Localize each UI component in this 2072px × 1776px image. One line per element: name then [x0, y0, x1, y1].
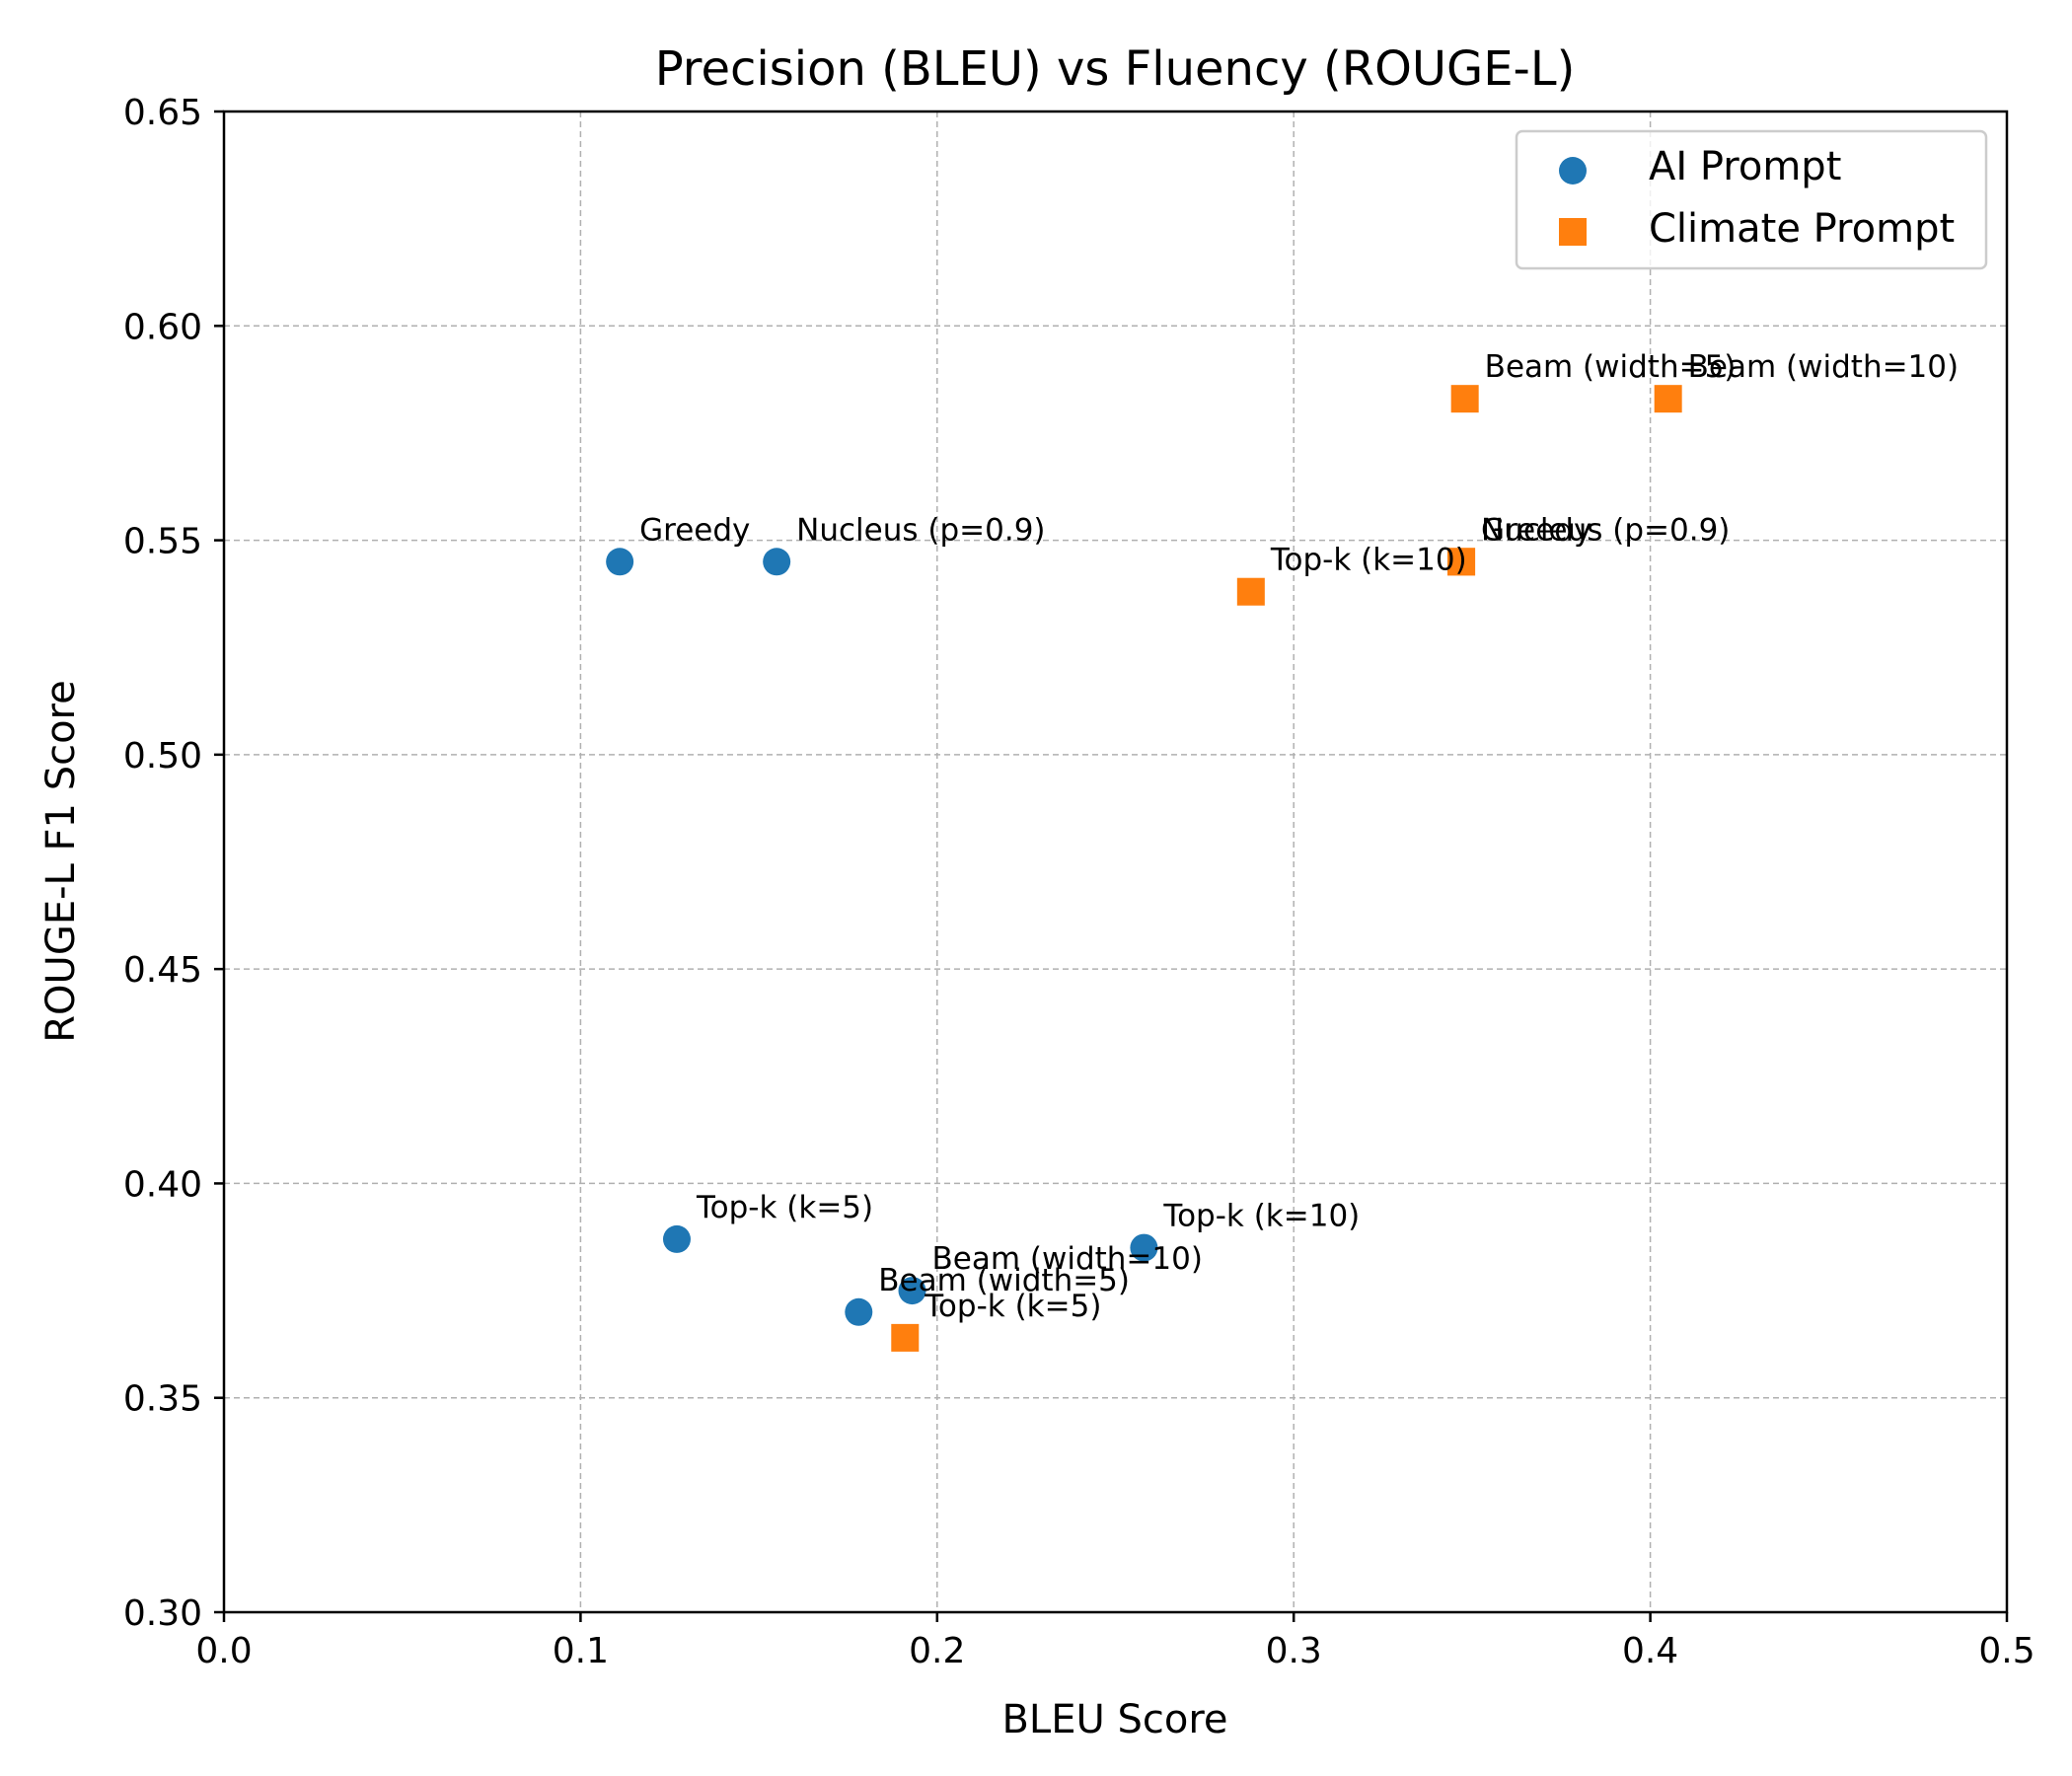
data-point-label: Top-k (k=5) [924, 1289, 1101, 1324]
x-tick-label: 0.3 [1266, 1631, 1322, 1671]
data-point [898, 1277, 926, 1305]
data-point [1450, 385, 1479, 413]
y-axis-label: ROUGE-L F1 Score [38, 680, 84, 1042]
x-tick-label: 0.1 [553, 1631, 609, 1671]
legend-marker-climate-prompt [1559, 218, 1587, 246]
plot-area-frame [222, 110, 2009, 1614]
y-tick-label: 0.65 [123, 93, 202, 133]
grid [223, 111, 2008, 1613]
data-points [606, 385, 1682, 1352]
data-point-label: Nucleus (p=0.9) [796, 512, 1045, 548]
data-point [1236, 577, 1265, 606]
chart-title: Precision (BLEU) vs Fluency (ROUGE-L) [655, 41, 1576, 97]
y-tick-label: 0.40 [123, 1164, 202, 1205]
data-point [1130, 1233, 1158, 1262]
legend: AI Prompt Climate Prompt [1515, 129, 1988, 270]
x-axis-label: BLEU Score [1001, 1697, 1227, 1742]
x-tick-label: 0.2 [909, 1631, 965, 1671]
legend-label-climate-prompt: Climate Prompt [1649, 206, 1955, 252]
data-point-label: Beam (width=5) [1485, 349, 1737, 385]
x-tick-label: 0.4 [1622, 1631, 1678, 1671]
y-tick-label: 0.45 [123, 950, 202, 991]
y-tick-label: 0.50 [123, 736, 202, 777]
data-point [845, 1297, 873, 1326]
data-point [891, 1323, 920, 1352]
data-point [1447, 548, 1476, 576]
legend-label-ai-prompt: AI Prompt [1649, 144, 1841, 189]
y-tick-label: 0.30 [123, 1593, 202, 1634]
data-point [1654, 385, 1682, 413]
data-point-label: Nucleus (p=0.9) [1481, 512, 1730, 548]
data-point [763, 548, 791, 576]
data-point-labels: Greedy Nucleus (p=0.9)Top-k (k=5) Top-k (k… [639, 349, 1959, 1324]
data-point-label: Beam (width=10) [932, 1241, 1203, 1277]
legend-frame [1515, 129, 1988, 270]
data-point-label: Top-k (k=10) [1270, 543, 1467, 578]
data-point [662, 1224, 691, 1253]
data-point [606, 548, 634, 576]
x-tick-label: 0.0 [195, 1631, 252, 1671]
data-point-label: Top-k (k=10) [1162, 1199, 1360, 1234]
axis-ticks: 0.0 0.1 0.2 0.3 0.4 0.5 0.30 0.35 0.40 0.45 0.50 0.… [123, 93, 2035, 1671]
legend-marker-ai-prompt [1559, 157, 1587, 185]
data-point-label: Top-k (k=5) [696, 1190, 873, 1225]
data-point-label: Beam (width=5) [878, 1263, 1130, 1298]
y-tick-label: 0.55 [123, 522, 202, 562]
x-tick-label: 0.5 [1978, 1631, 2035, 1671]
y-tick-label: 0.60 [123, 307, 202, 347]
data-point-label: Beam (width=10) [1688, 349, 1959, 385]
data-point-label: Greedy [1481, 512, 1591, 548]
data-point-label: Greedy [639, 512, 750, 548]
y-tick-label: 0.35 [123, 1379, 202, 1420]
